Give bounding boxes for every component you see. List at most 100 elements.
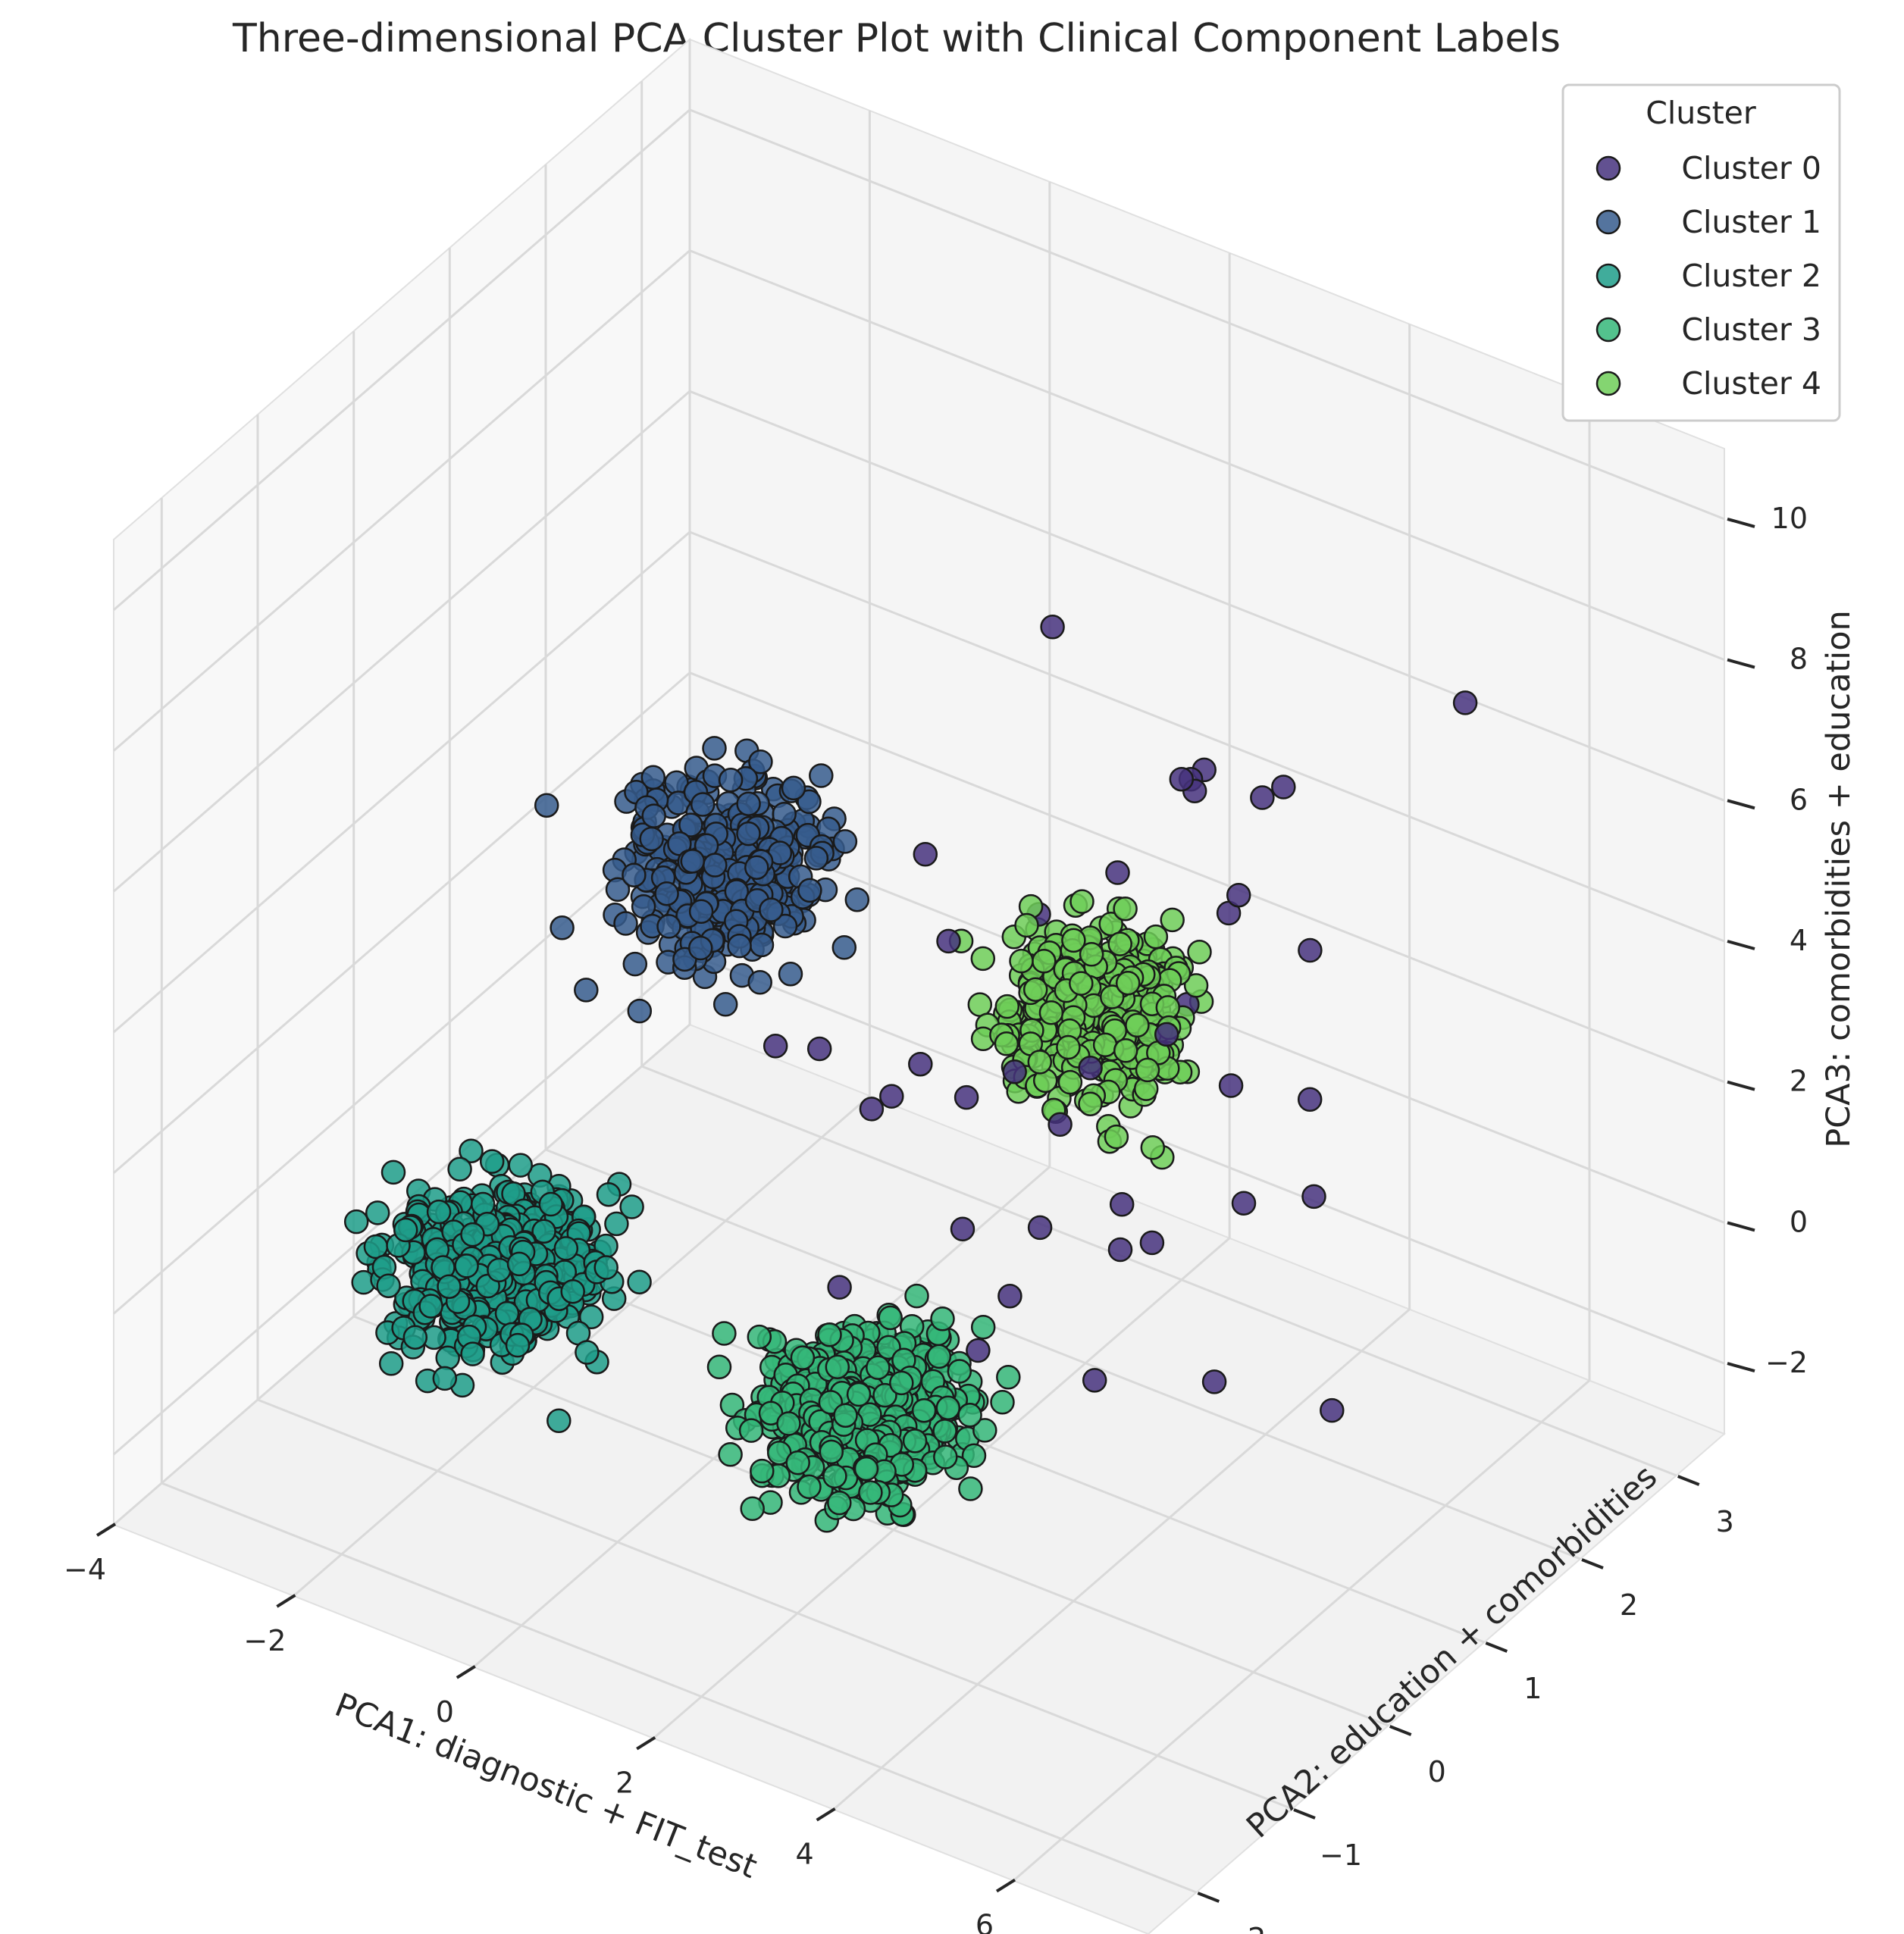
point-cluster-1 [797,878,822,903]
point-cluster-3 [932,1419,957,1444]
grid-line-z-left [113,108,691,612]
legend-box [1561,83,1841,422]
point-cluster-2 [454,1253,479,1278]
point-cluster-4 [1104,1124,1129,1150]
point-cluster-0 [908,1051,933,1077]
point-cluster-3 [817,1322,842,1347]
legend-marker-cluster-4 [1596,371,1621,396]
point-cluster-1 [656,914,681,939]
x-tick-label: −2 [243,1624,286,1657]
point-cluster-3 [957,1403,982,1428]
point-cluster-3 [933,1444,958,1469]
point-cluster-2 [479,1149,505,1174]
grid-line-y-floor [257,1398,1293,1810]
point-cluster-4 [1183,973,1209,998]
point-cluster-0 [1218,1073,1244,1098]
grid-line-y-floor [641,1065,1677,1477]
point-cluster-2 [538,1191,564,1217]
point-cluster-2 [393,1217,418,1243]
z-tick-label: −2 [1765,1346,1808,1379]
point-cluster-1 [744,855,769,880]
point-cluster-3 [866,1355,891,1380]
point-cluster-1 [781,775,806,801]
point-cluster-3 [785,1450,810,1476]
point-cluster-2 [460,1222,485,1247]
grid-line-z-back [689,812,1725,1224]
point-cluster-3 [827,1490,852,1516]
point-cluster-1 [574,978,599,1003]
point-cluster-2 [627,1269,652,1294]
point-cluster-0 [1109,1192,1135,1217]
point-cluster-1 [736,821,761,847]
grid-line-x-floor [1013,1379,1590,1882]
point-cluster-4 [1069,889,1094,914]
point-cluster-1 [778,962,803,987]
point-cluster-2 [470,1191,496,1217]
point-cluster-3 [712,1321,737,1346]
point-cluster-3 [996,1365,1021,1390]
point-cluster-1 [639,826,664,852]
legend-title: Cluster [1646,95,1756,131]
grid-line-y-floor [161,1482,1197,1894]
point-cluster-2 [460,1341,485,1366]
axis-ticks: −4 −2 0 2 4 6 −2 −1 0 1 2 3 −2 0 2 4 6 8 10 [64,502,1808,1934]
point-cluster-2 [418,1294,443,1319]
x-tick-mark [995,1878,1016,1893]
point-cluster-2 [553,1236,579,1261]
point-cluster-1 [680,849,706,874]
point-cluster-4 [1079,942,1104,967]
point-cluster-4 [1143,924,1169,950]
grid-line-z-back [689,390,1725,802]
point-cluster-1 [749,932,775,958]
y-tick-mark [1485,1641,1508,1653]
point-cluster-0 [1105,860,1130,885]
point-cluster-3 [819,1439,844,1465]
point-cluster-3 [858,1480,883,1505]
point-cluster-4 [1022,977,1048,1002]
point-cluster-4 [1107,931,1132,956]
grid-line-z-back [689,671,1725,1084]
legend-label-cluster-2: Cluster 2 [1681,258,1821,294]
point-cluster-4 [1160,907,1185,933]
point-cluster-0 [1027,1215,1053,1241]
point-cluster-4 [967,992,993,1017]
point-cluster-0 [827,1275,852,1300]
point-cluster-0 [954,1084,979,1110]
point-cluster-1 [702,736,727,761]
point-cluster-1 [641,803,666,828]
point-cluster-3 [747,1324,772,1350]
point-cluster-0 [997,1284,1022,1309]
point-cluster-1 [797,789,822,815]
z-tick-mark [1727,799,1755,810]
z-tick-mark [1727,1221,1755,1232]
point-cluster-1 [613,911,638,936]
z-tick-mark [1727,658,1755,669]
point-cluster-4 [1057,1069,1083,1095]
point-cluster-3 [822,1463,847,1489]
point-cluster-2 [619,1194,644,1219]
y-tick-mark [1197,1892,1220,1903]
z-tick-label: 10 [1771,502,1808,535]
point-cluster-2 [363,1234,389,1260]
point-cluster-4 [1014,912,1039,938]
point-cluster-1 [718,768,744,793]
point-cluster-1 [550,915,575,940]
grid-line-z-left [113,812,691,1315]
point-cluster-2 [432,1366,458,1391]
legend-label-cluster-1: Cluster 1 [1681,204,1821,240]
point-cluster-2 [343,1209,369,1235]
point-cluster-2 [506,1251,532,1277]
y-tick-mark [1293,1808,1316,1820]
point-cluster-4 [1056,1034,1081,1060]
point-cluster-3 [833,1403,858,1428]
point-cluster-2 [380,1159,406,1185]
point-cluster-3 [904,1283,929,1309]
point-cluster-0 [1301,1184,1326,1210]
point-cluster-0 [936,928,961,954]
y-tick-mark [1389,1725,1412,1736]
point-cluster-0 [1107,1237,1133,1263]
grid-line-z-back [689,249,1725,661]
point-cluster-2 [378,1351,404,1376]
point-cluster-3 [972,1418,997,1443]
